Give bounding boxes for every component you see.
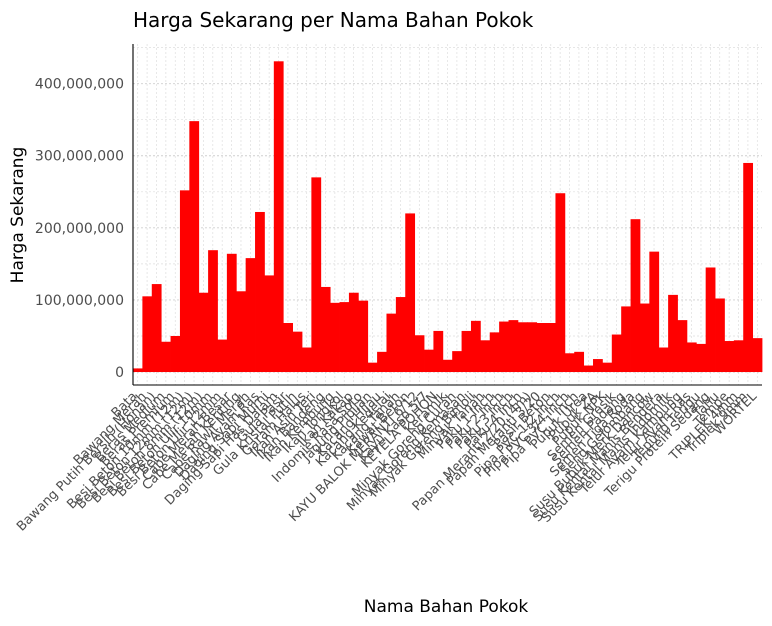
- bar: [198, 292, 209, 373]
- bar: [142, 296, 153, 373]
- bar: [236, 291, 247, 373]
- bar: [452, 351, 462, 373]
- bar: [696, 343, 707, 373]
- bar: [414, 335, 425, 373]
- bar: [677, 320, 688, 373]
- bar: [546, 323, 556, 373]
- bar: [320, 286, 331, 373]
- bar: [611, 334, 622, 373]
- bar: [245, 258, 256, 373]
- bar: [170, 335, 181, 373]
- bar: [273, 61, 284, 373]
- y-axis-ticks: 0 100,000,000 200,000,000 300,000,000 400,00…: [35, 77, 124, 381]
- y-tick-label: 200,000,000: [35, 221, 124, 237]
- bar: [686, 342, 697, 373]
- bar: [386, 313, 397, 373]
- bar: [442, 359, 453, 373]
- bar: [715, 298, 725, 373]
- x-axis-title: Nama Bahan Pokok: [364, 597, 529, 617]
- bar: [508, 320, 519, 373]
- bar: [752, 338, 763, 373]
- bar: [555, 193, 566, 373]
- bar: [649, 251, 660, 373]
- bar: [133, 368, 143, 373]
- bar: [564, 353, 575, 373]
- bar: [743, 162, 754, 373]
- bar: [161, 341, 171, 373]
- bar: [292, 331, 303, 373]
- bar: [151, 284, 162, 373]
- y-axis-title: Harga Sekarang: [8, 147, 28, 284]
- bar: [593, 359, 603, 373]
- bar: [536, 323, 547, 373]
- bar: [330, 302, 340, 373]
- bar: [574, 351, 585, 373]
- bars: [133, 61, 763, 373]
- bar: [264, 275, 275, 373]
- bar: [283, 323, 293, 373]
- bar: [517, 322, 528, 373]
- bar: [489, 332, 500, 373]
- bar: [226, 253, 237, 373]
- y-tick-label: 300,000,000: [35, 149, 124, 165]
- bar: [658, 347, 669, 373]
- bar: [499, 321, 509, 373]
- y-tick-label: 0: [115, 365, 124, 381]
- bar: [733, 340, 744, 373]
- bar: [208, 250, 218, 373]
- bar: [377, 351, 387, 373]
- bar: [179, 190, 190, 373]
- bar: [470, 320, 481, 373]
- bar: [621, 306, 631, 373]
- bar: [583, 365, 594, 373]
- bar: [705, 267, 716, 373]
- bar: [367, 362, 378, 373]
- bar: [339, 302, 350, 373]
- bar: [668, 294, 678, 373]
- bar: [217, 339, 228, 373]
- bar: [527, 322, 538, 373]
- bar: [395, 297, 406, 373]
- chart-title: Harga Sekarang per Nama Bahan Pokok: [133, 8, 534, 32]
- bar: [639, 303, 650, 373]
- y-tick-label: 400,000,000: [35, 77, 124, 93]
- bar: [630, 219, 641, 373]
- bar: [405, 213, 416, 373]
- bar: [358, 300, 369, 373]
- bar: [348, 292, 359, 373]
- bar: [433, 330, 444, 373]
- bar: [602, 362, 613, 373]
- bar: [461, 330, 472, 373]
- bar: [301, 347, 312, 373]
- bar: [311, 177, 322, 373]
- bar: [424, 349, 434, 373]
- bar: [724, 341, 735, 373]
- y-tick-label: 100,000,000: [35, 293, 124, 309]
- bar: [480, 340, 491, 373]
- bar: [189, 121, 200, 373]
- bar: [255, 211, 265, 373]
